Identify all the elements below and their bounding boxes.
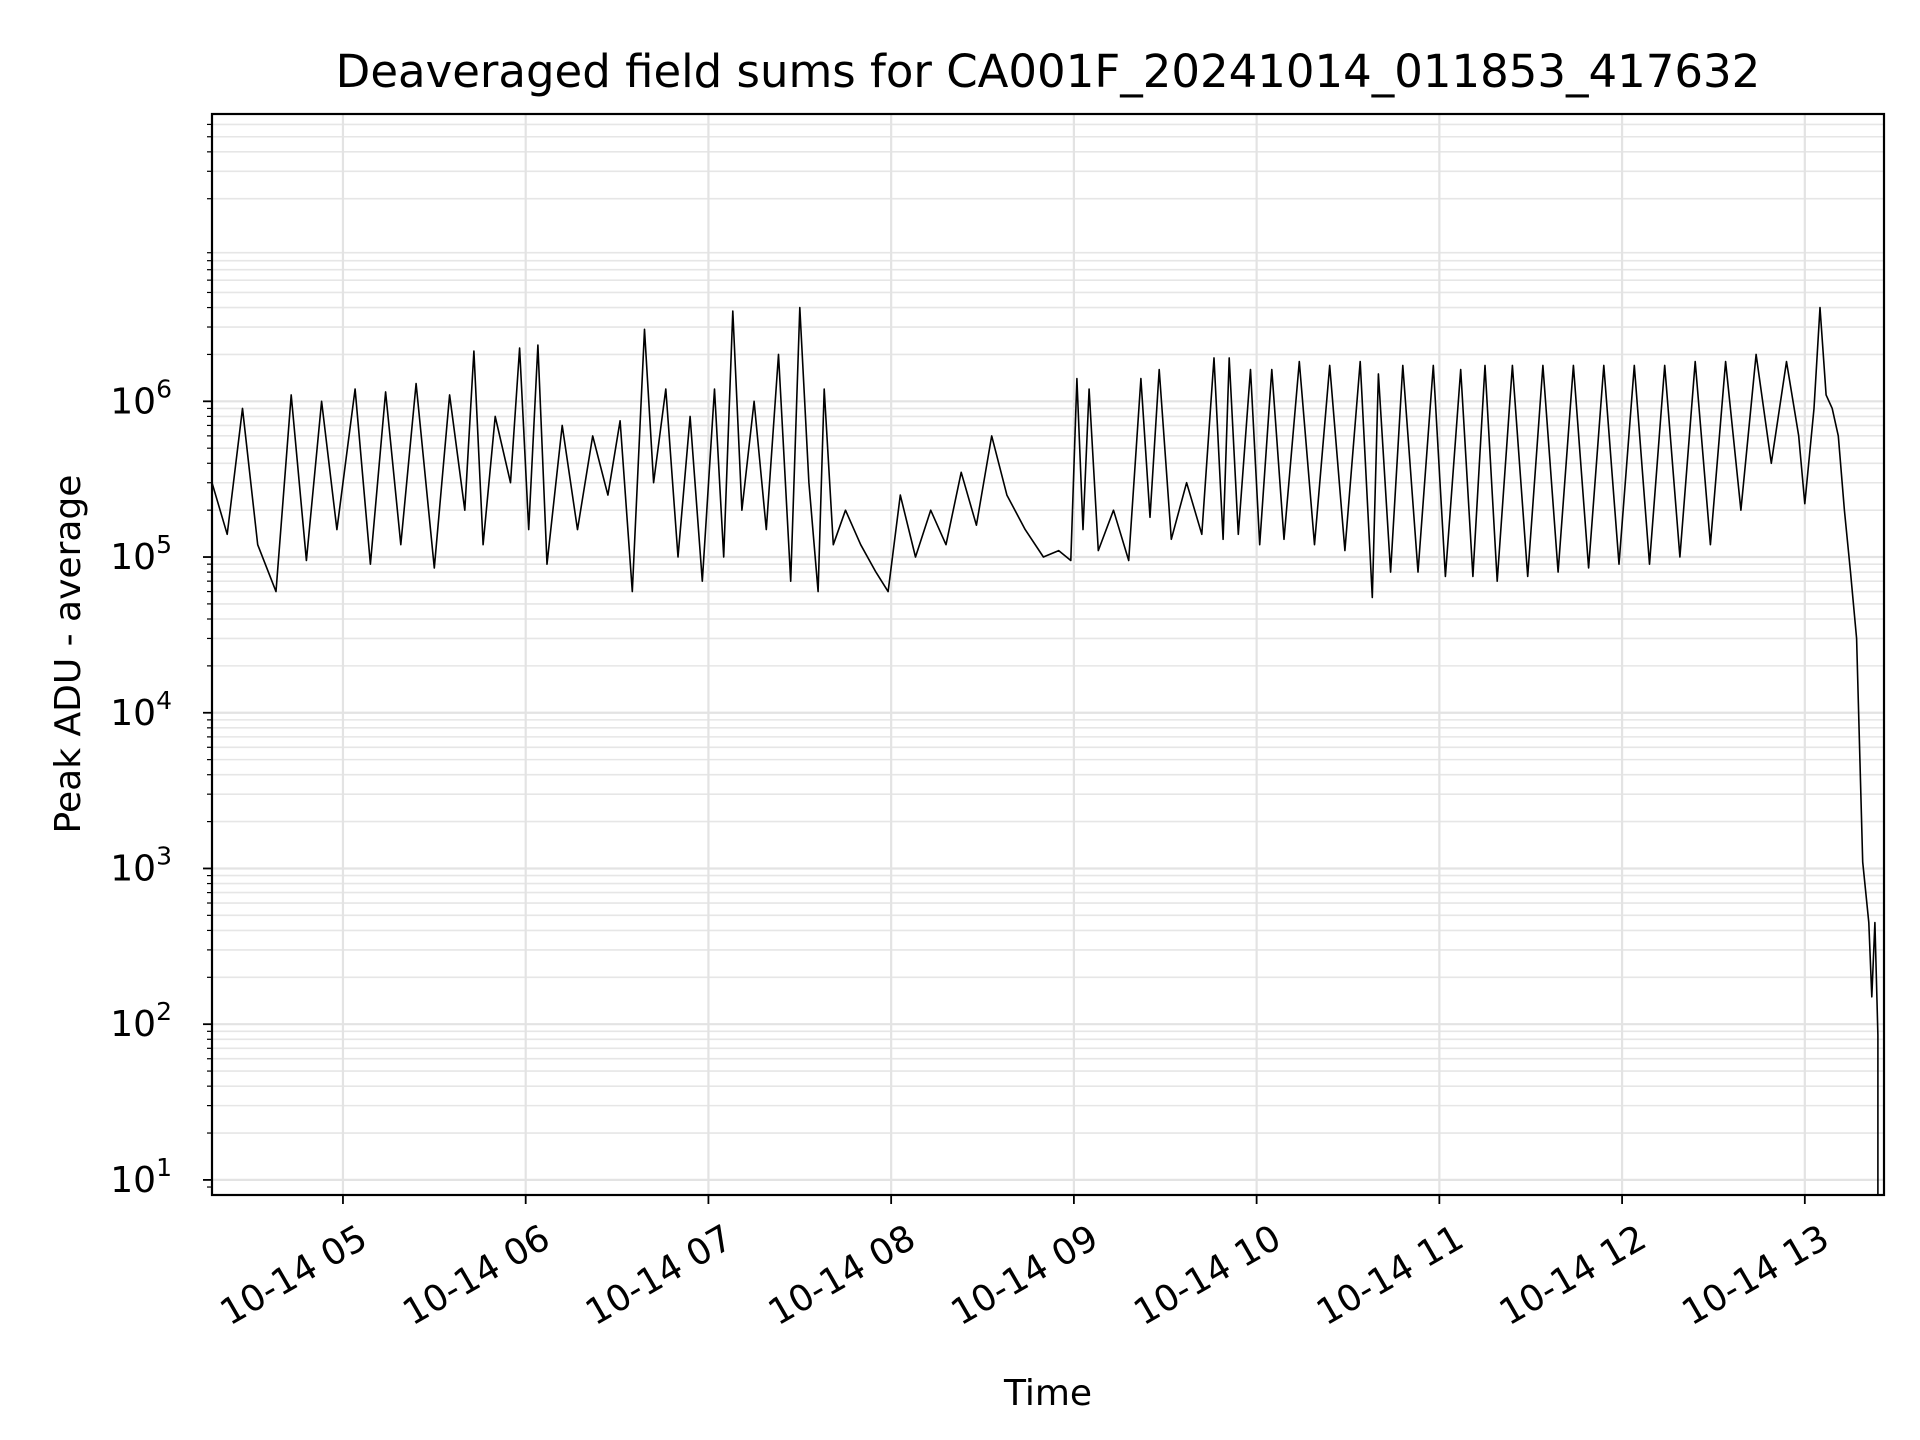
axes-frame — [210, 112, 1886, 1197]
y-tick-label: 106 — [110, 374, 172, 422]
x-axis-label: Time — [1003, 1373, 1092, 1414]
y-tick-label: 102 — [110, 997, 172, 1045]
series-layer — [211, 306, 1879, 1195]
y-tick-label: 103 — [110, 841, 172, 889]
y-tick-label: 104 — [110, 686, 172, 734]
data-series-line — [211, 306, 1879, 1195]
y-axis-label: Peak ADU - average — [48, 475, 89, 834]
major-gridlines — [212, 114, 1884, 1195]
chart-title: Deaveraged field sums for CA001F_2024101… — [336, 45, 1761, 98]
y-tick-label: 105 — [110, 530, 172, 578]
minor-gridlines — [212, 123, 1884, 1134]
y-tick-label: 101 — [110, 1153, 172, 1201]
y-axis-ticks: 101 102 103 104 105 106 — [110, 123, 212, 1201]
